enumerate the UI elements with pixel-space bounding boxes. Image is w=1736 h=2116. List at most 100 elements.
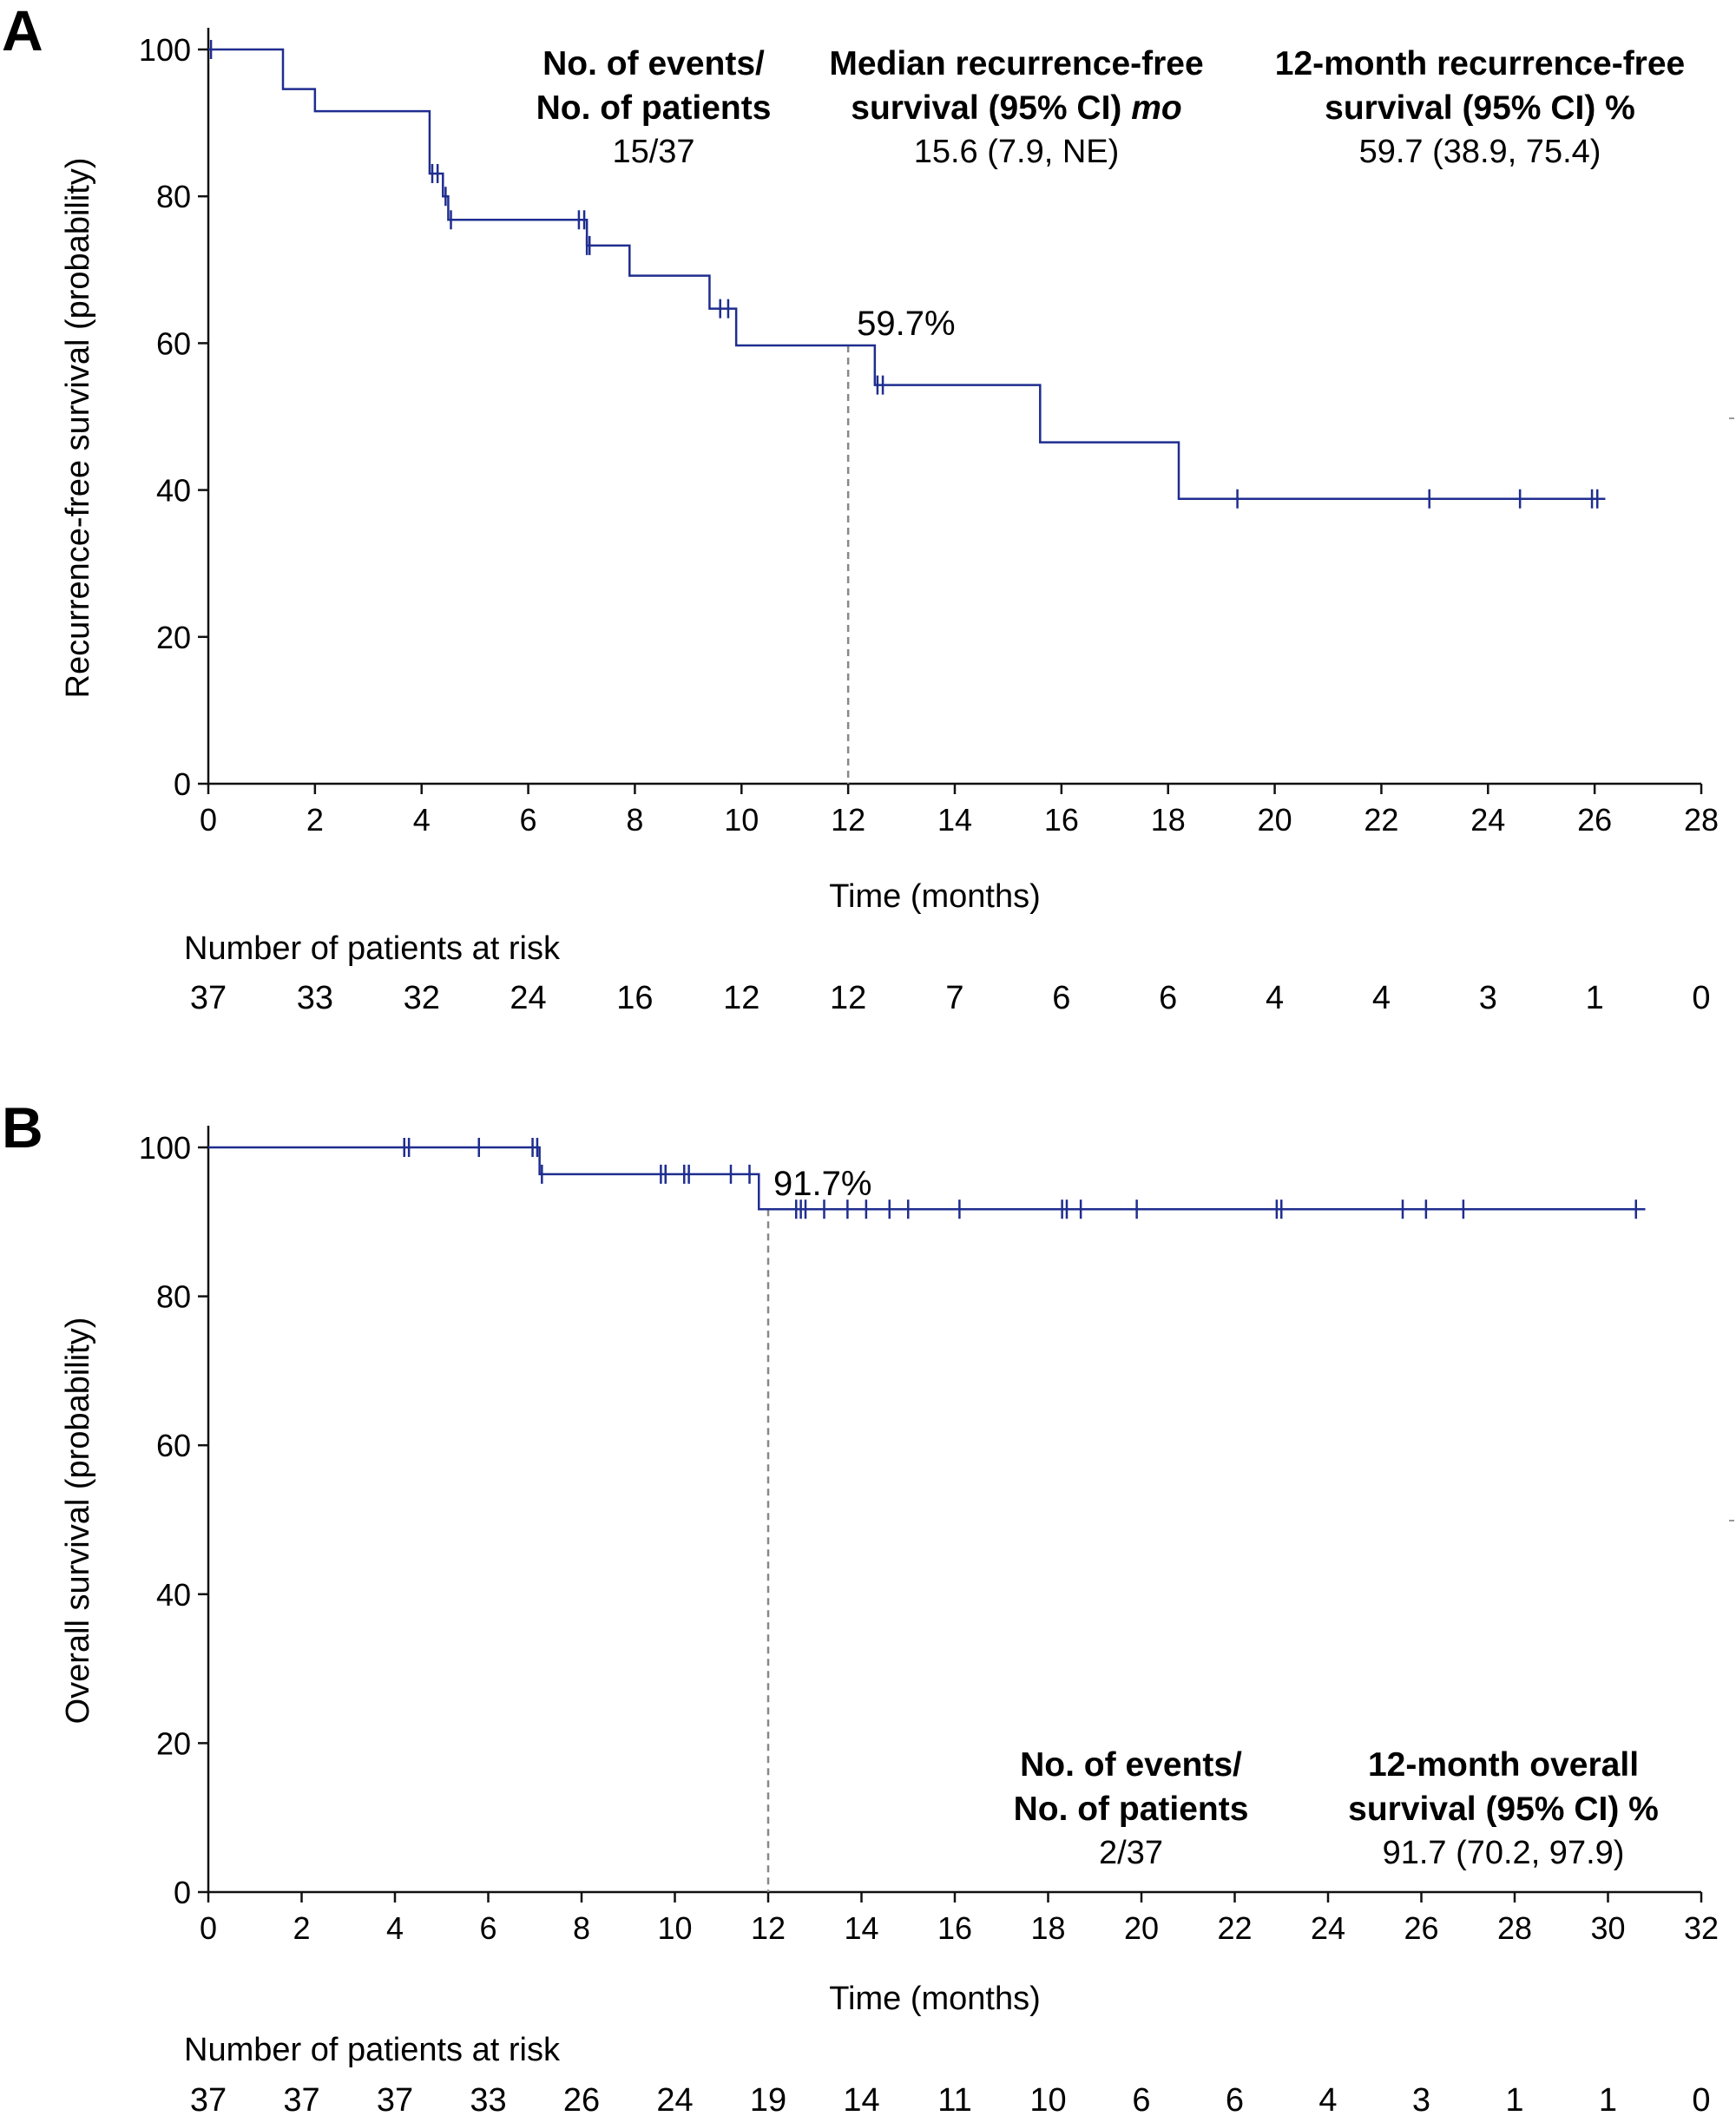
panel-a-letter: A bbox=[2, 0, 43, 62]
b-x-tick-label: 28 bbox=[1497, 1910, 1532, 1946]
b-12month-header-line1: 12-month overall bbox=[1368, 1746, 1639, 1784]
b-risk-count: 37 bbox=[377, 2082, 413, 2116]
a-median-header-line2-unit: mo bbox=[1131, 89, 1182, 127]
a-12month-header-line2: survival (95% CI) % bbox=[1325, 89, 1635, 127]
b-x-tick-label: 16 bbox=[937, 1910, 972, 1946]
b-x-tick-label: 24 bbox=[1311, 1910, 1345, 1946]
b-risk-count: 1 bbox=[1599, 2082, 1617, 2116]
a-risk-count: 12 bbox=[723, 980, 760, 1016]
a-x-tick-label: 16 bbox=[1044, 802, 1079, 838]
a-y-tick-label: 40 bbox=[156, 473, 191, 509]
a-risk-count: 12 bbox=[830, 980, 866, 1016]
a-x-tick-label: 24 bbox=[1470, 802, 1505, 838]
a-risk-count: 4 bbox=[1266, 980, 1284, 1016]
a-x-tick-label: 22 bbox=[1364, 802, 1398, 838]
a-risk-count: 1 bbox=[1586, 980, 1604, 1016]
a-risk-count: 16 bbox=[616, 980, 653, 1016]
a-risk-count: 7 bbox=[945, 980, 963, 1016]
a-x-tick-label: 2 bbox=[306, 802, 324, 838]
a-risk-count: 4 bbox=[1372, 980, 1391, 1016]
a-median-header-line1: Median recurrence-free bbox=[829, 45, 1203, 82]
b-x-tick-label: 20 bbox=[1124, 1910, 1159, 1946]
a-x-tick-label: 8 bbox=[626, 802, 643, 838]
a-x-tick-label: 28 bbox=[1684, 802, 1719, 838]
a-risk-table: 37 33 32 24 16 12 12 7 6 6 4 4 3 1 0 bbox=[190, 980, 1711, 1016]
b-12month-header-line2: survival (95% CI) % bbox=[1348, 1791, 1659, 1828]
b-x-tick-label: 6 bbox=[479, 1910, 496, 1946]
b-y-tick-label: 20 bbox=[156, 1725, 191, 1761]
b-x-tick-label: 26 bbox=[1404, 1910, 1438, 1946]
b-risk-count: 6 bbox=[1226, 2082, 1244, 2116]
b-risk-count: 4 bbox=[1318, 2082, 1337, 2116]
a-risk-count: 0 bbox=[1692, 980, 1710, 1016]
a-y-tick-label: 60 bbox=[156, 325, 191, 361]
a-x-tick-label: 26 bbox=[1577, 802, 1612, 838]
a-risk-count: 33 bbox=[297, 980, 333, 1016]
b-x-tick-label: 14 bbox=[844, 1910, 878, 1946]
a-12month-header-line1: 12-month recurrence-free bbox=[1275, 45, 1686, 82]
b-reference-label: 91.7% bbox=[773, 1165, 871, 1203]
a-median-value: 15.6 (7.9, NE) bbox=[914, 134, 1120, 170]
a-y-tick-label: 0 bbox=[174, 766, 191, 802]
a-risk-count: 32 bbox=[404, 980, 440, 1016]
b-x-tick-label: 30 bbox=[1590, 1910, 1625, 1946]
b-risk-count: 14 bbox=[843, 2082, 879, 2116]
a-y-tick-label: 100 bbox=[139, 32, 191, 68]
a-x-tick-label: 0 bbox=[200, 802, 217, 838]
a-risk-count: 3 bbox=[1479, 980, 1497, 1016]
b-y-tick-label: 40 bbox=[156, 1577, 191, 1613]
a-12month-value: 59.7 (38.9, 75.4) bbox=[1359, 134, 1601, 170]
b-x-tick-label: 22 bbox=[1217, 1910, 1252, 1946]
a-reference-label: 59.7% bbox=[857, 305, 955, 343]
b-12month-value: 91.7 (70.2, 97.9) bbox=[1383, 1835, 1625, 1871]
panel-b-letter: B bbox=[2, 1095, 43, 1160]
b-x-tick-label: 2 bbox=[293, 1910, 310, 1946]
a-x-axis-title: Time (months) bbox=[829, 878, 1041, 915]
panel-b: B No. of events/ No. of patients 2/37 12… bbox=[2, 1095, 1719, 2116]
b-y-tick-label: 0 bbox=[174, 1875, 191, 1910]
b-risk-count: 10 bbox=[1029, 2082, 1066, 2116]
b-x-tick-label: 8 bbox=[573, 1910, 590, 1946]
a-events-value: 15/37 bbox=[612, 134, 694, 170]
a-risk-table-title: Number of patients at risk bbox=[184, 930, 561, 967]
a-median-header-line2: survival (95% CI) mo bbox=[851, 89, 1181, 127]
b-risk-count: 0 bbox=[1692, 2082, 1710, 2116]
a-survival-curve bbox=[208, 48, 1606, 501]
b-risk-count: 3 bbox=[1412, 2082, 1430, 2116]
b-events-header-line2: No. of patients bbox=[1014, 1791, 1249, 1828]
b-risk-count: 24 bbox=[656, 2082, 693, 2116]
panel-a: A No. of events/ No. of patients 15/37 M… bbox=[2, 0, 1719, 1016]
b-y-axis-title: Overall survival (probability) bbox=[60, 1318, 96, 1725]
b-risk-table-title: Number of patients at risk bbox=[184, 2032, 561, 2068]
b-risk-count: 37 bbox=[190, 2082, 227, 2116]
a-events-header-line2: No. of patients bbox=[536, 89, 772, 127]
b-x-tick-label: 4 bbox=[386, 1910, 404, 1946]
b-risk-count: 19 bbox=[750, 2082, 786, 2116]
b-risk-count: 33 bbox=[470, 2082, 506, 2116]
b-risk-count: 37 bbox=[283, 2082, 319, 2116]
b-survival-curve bbox=[208, 1146, 1646, 1211]
a-x-tick-label: 10 bbox=[724, 802, 759, 838]
b-risk-count: 11 bbox=[937, 2082, 971, 2116]
b-x-tick-label: 10 bbox=[657, 1910, 692, 1946]
a-x-tick-label: 6 bbox=[520, 802, 537, 838]
b-risk-count: 26 bbox=[563, 2082, 600, 2116]
a-x-tick-label: 4 bbox=[413, 802, 431, 838]
b-x-tick-label: 18 bbox=[1030, 1910, 1065, 1946]
a-y-tick-label: 80 bbox=[156, 179, 191, 214]
a-x-tick-label: 20 bbox=[1258, 802, 1292, 838]
b-risk-count: 1 bbox=[1505, 2082, 1523, 2116]
a-median-header-line2-text: survival (95% CI) bbox=[851, 89, 1131, 127]
b-events-value: 2/37 bbox=[1099, 1835, 1163, 1871]
b-y-tick-label: 100 bbox=[139, 1130, 191, 1166]
b-risk-count: 6 bbox=[1132, 2082, 1150, 2116]
b-events-header-line1: No. of events/ bbox=[1020, 1746, 1242, 1784]
a-events-header-line1: No. of events/ bbox=[542, 45, 765, 82]
a-risk-count: 24 bbox=[510, 980, 546, 1016]
b-risk-table: 37 37 37 33 26 24 19 14 11 10 6 6 4 3 1 1 0 bbox=[190, 2082, 1711, 2116]
a-risk-count: 6 bbox=[1159, 980, 1177, 1016]
a-x-tick-label: 12 bbox=[831, 802, 865, 838]
